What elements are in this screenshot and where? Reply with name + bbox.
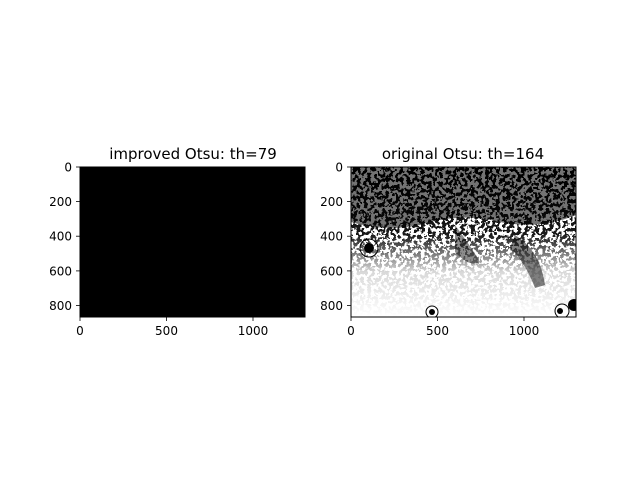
panel-original-otsu: original Otsu: th=164 0 500 1000 xyxy=(320,145,577,338)
x-tick-label: 0 xyxy=(76,324,84,338)
panel-title: improved Otsu: th=79 xyxy=(109,145,277,163)
y-tick-label: 400 xyxy=(320,230,343,244)
y-tick-label: 600 xyxy=(320,264,343,278)
axes-frame xyxy=(350,166,577,318)
panel-improved-otsu: improved Otsu: th=79 0 500 1000 0 200 40… xyxy=(49,145,306,338)
y-tick-label: 0 xyxy=(64,161,72,175)
y-tick-label: 800 xyxy=(320,299,343,313)
binary-image-improved xyxy=(80,167,305,317)
y-tick-label: 200 xyxy=(49,195,72,209)
x-tick-label: 500 xyxy=(155,324,178,338)
x-tick-label: 1000 xyxy=(509,324,540,338)
y-tick-label: 200 xyxy=(320,195,343,209)
y-tick-label: 400 xyxy=(49,230,72,244)
x-tick-label: 500 xyxy=(426,324,449,338)
x-tick-label: 1000 xyxy=(238,324,269,338)
panel-title: original Otsu: th=164 xyxy=(382,145,544,163)
x-axis: 0 500 1000 xyxy=(76,317,268,338)
y-axis: 0 200 400 600 800 xyxy=(320,161,351,313)
y-axis: 0 200 400 600 800 xyxy=(49,161,80,313)
axes-frame xyxy=(79,166,306,318)
y-tick-label: 800 xyxy=(49,299,72,313)
binary-image-original xyxy=(351,167,576,317)
x-axis: 0 500 1000 xyxy=(347,317,539,338)
y-tick-label: 0 xyxy=(335,161,343,175)
y-tick-label: 600 xyxy=(49,264,72,278)
x-tick-label: 0 xyxy=(347,324,355,338)
